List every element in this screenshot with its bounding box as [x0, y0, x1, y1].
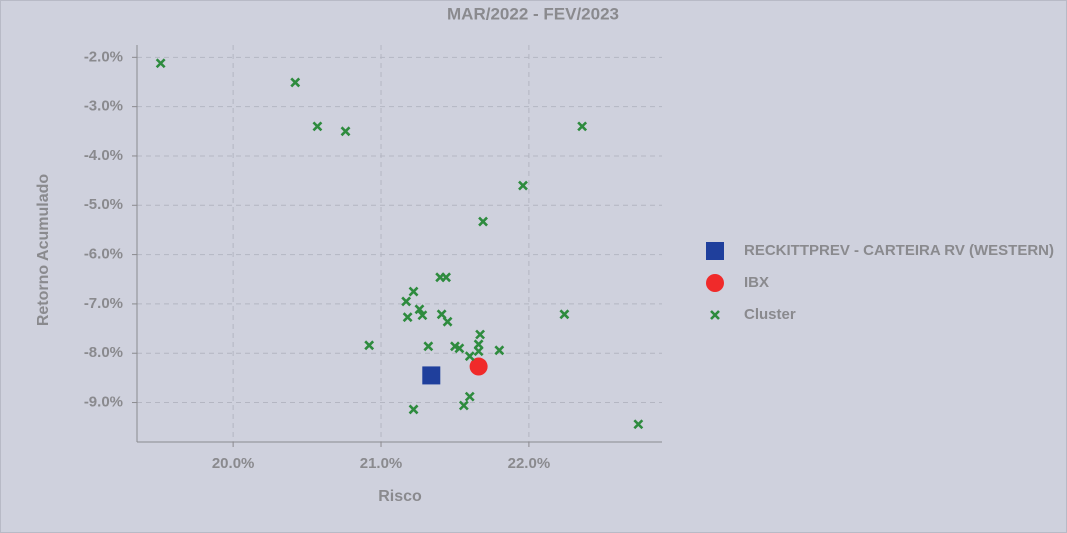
- x-axis-label: Risco: [378, 488, 422, 505]
- point: [473, 346, 484, 357]
- y-tick-label: -3.0%: [84, 98, 123, 115]
- x-tick-label: 20.0%: [212, 455, 255, 472]
- point: [290, 77, 301, 88]
- legend-label: Cluster: [744, 306, 796, 323]
- x-tick-label: 22.0%: [508, 455, 551, 472]
- legend-label: RECKITTPREV - CARTEIRA RV (WESTERN): [744, 242, 1054, 259]
- point: [441, 272, 452, 283]
- point: [442, 316, 453, 327]
- point: [706, 274, 724, 292]
- point: [423, 341, 434, 352]
- point: [559, 309, 570, 320]
- y-tick-label: -5.0%: [84, 196, 123, 213]
- point: [458, 400, 469, 411]
- point: [408, 404, 419, 415]
- point: [155, 58, 166, 69]
- point: [706, 242, 724, 260]
- y-axis-label: Retorno Acumulado: [35, 174, 52, 327]
- point: [422, 366, 441, 385]
- point: [312, 121, 323, 132]
- point: [464, 351, 475, 362]
- point: [494, 345, 505, 356]
- point: [475, 329, 486, 340]
- y-tick-label: -4.0%: [84, 147, 123, 164]
- chart-title: MAR/2022 - FEV/2023: [447, 4, 619, 23]
- point: [417, 310, 428, 321]
- x-tick-label: 21.0%: [360, 455, 403, 472]
- point: [414, 304, 425, 315]
- point: [518, 180, 528, 191]
- y-tick-label: -6.0%: [84, 246, 123, 263]
- point: [408, 286, 419, 297]
- point: [469, 357, 488, 376]
- legend-label: IBX: [744, 274, 769, 291]
- point: [454, 343, 465, 354]
- point: [402, 312, 413, 323]
- y-tick-label: -2.0%: [84, 48, 123, 65]
- point: [478, 216, 488, 227]
- y-tick-label: -9.0%: [84, 394, 123, 411]
- point: [340, 126, 351, 137]
- point: [464, 391, 475, 402]
- y-tick-label: -7.0%: [84, 295, 123, 312]
- point: [364, 340, 375, 351]
- point: [577, 121, 588, 132]
- y-tick-label: -8.0%: [84, 344, 123, 361]
- point: [633, 419, 644, 430]
- point: [710, 310, 720, 320]
- point: [401, 296, 412, 307]
